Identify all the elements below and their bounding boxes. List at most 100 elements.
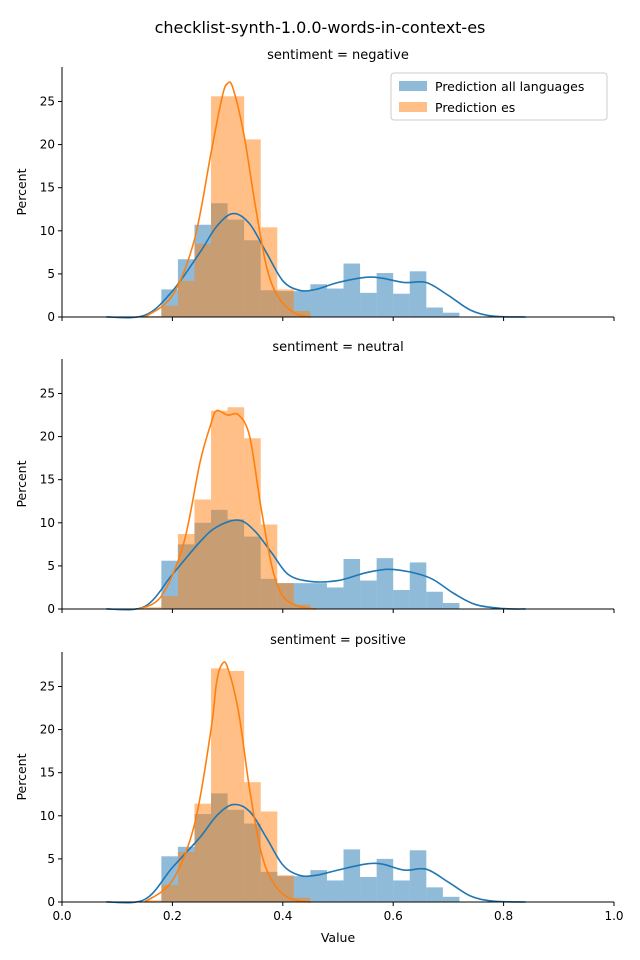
histogram-bar xyxy=(326,587,344,609)
y-tick-label: 15 xyxy=(40,766,55,780)
histogram-bar xyxy=(211,668,228,902)
histogram-bar xyxy=(260,524,278,609)
histogram-bar xyxy=(393,880,410,902)
panel-title: sentiment = negative xyxy=(267,48,409,63)
x-tick-label: 0.0 xyxy=(52,909,71,923)
histogram-bar xyxy=(343,263,361,317)
histogram-bar xyxy=(244,782,261,902)
histogram-bar xyxy=(360,580,377,609)
legend-swatch xyxy=(399,81,427,91)
y-axis-label: Percent xyxy=(14,753,29,800)
histogram-bar xyxy=(227,670,245,902)
y-tick-label: 5 xyxy=(47,852,55,866)
y-tick-label: 20 xyxy=(40,138,55,152)
panel-title: sentiment = positive xyxy=(270,633,406,648)
y-tick-label: 0 xyxy=(47,895,55,909)
y-tick-label: 5 xyxy=(47,559,55,573)
histogram-bar xyxy=(310,583,327,609)
panel-title: sentiment = neutral xyxy=(272,340,403,355)
kde-line xyxy=(138,409,317,610)
x-axis-label: Value xyxy=(321,930,356,945)
histogram-bar xyxy=(161,596,178,609)
y-tick-label: 25 xyxy=(40,679,55,693)
histogram-bar xyxy=(211,96,228,317)
x-tick-label: 0.2 xyxy=(163,909,182,923)
x-tick-label: 1.0 xyxy=(604,909,623,923)
histogram-bar xyxy=(177,534,195,609)
histogram-bar xyxy=(177,280,195,317)
y-tick-label: 15 xyxy=(40,473,55,487)
histogram-bar xyxy=(376,858,394,902)
histogram-bar xyxy=(442,312,460,317)
histogram-bar xyxy=(343,849,361,902)
histogram-bar xyxy=(326,880,344,902)
histogram-bar xyxy=(293,310,311,317)
histogram-bar xyxy=(293,291,311,317)
panels: sentiment = negative 0 5 10 15 20 25 Percent Pre… xyxy=(14,48,624,923)
legend-label: Prediction all languages xyxy=(435,79,584,94)
histogram-bar xyxy=(376,558,394,609)
histogram-bar xyxy=(277,875,294,902)
histogram-bar xyxy=(293,897,311,902)
histogram-bar xyxy=(293,583,311,609)
histogram-bar xyxy=(442,602,460,609)
histogram-bar xyxy=(426,591,443,609)
histogram-bar xyxy=(326,288,344,317)
histogram-bar xyxy=(376,273,394,317)
y-tick-label: 10 xyxy=(40,516,55,530)
histogram-bar xyxy=(161,305,178,317)
histogram-bar xyxy=(409,850,427,902)
kde-line xyxy=(106,519,526,611)
histogram-bar xyxy=(293,876,311,902)
histogram-bar xyxy=(194,803,212,902)
histogram-bar xyxy=(211,410,228,609)
y-tick-label: 15 xyxy=(40,181,55,195)
figure-title: checklist-synth-1.0.0-words-in-context-e… xyxy=(155,18,486,37)
histogram-bar xyxy=(426,887,443,902)
histogram-bar xyxy=(277,289,294,317)
histogram-bar xyxy=(227,407,245,609)
histogram-bar xyxy=(409,562,427,609)
x-tick-label: 0.8 xyxy=(494,909,513,923)
histogram-bar xyxy=(426,307,443,317)
kde-line xyxy=(106,212,526,319)
histogram-bar xyxy=(177,852,195,902)
y-tick-label: 20 xyxy=(40,430,55,444)
histogram-bar xyxy=(194,499,212,609)
histogram-bar xyxy=(144,607,162,609)
histogram-bar xyxy=(277,583,294,609)
histogram-bar xyxy=(442,896,460,902)
panel-2: sentiment = positive 0 5 10 15 20 25 0.0 0.2 0.4 0… xyxy=(14,633,624,923)
histogram-bar xyxy=(194,243,212,317)
histogram-bar xyxy=(360,292,377,317)
y-tick-label: 10 xyxy=(40,224,55,238)
panel-1: sentiment = neutral 0 5 10 15 20 25 Percent xyxy=(14,340,615,616)
histogram-bar xyxy=(310,870,327,902)
y-tick-label: 25 xyxy=(40,386,55,400)
legend-frame xyxy=(390,72,608,121)
histogram-bar xyxy=(310,284,327,317)
histogram-bar xyxy=(393,590,410,609)
x-tick-label: 0.4 xyxy=(273,909,292,923)
histogram-bar xyxy=(360,877,377,902)
y-tick-label: 25 xyxy=(40,94,55,108)
kde-line xyxy=(106,803,526,904)
y-tick-label: 20 xyxy=(40,723,55,737)
legend-label: Prediction es xyxy=(435,100,515,115)
panel-0: sentiment = negative 0 5 10 15 20 25 Percent Pre… xyxy=(14,48,615,324)
kde-line xyxy=(144,81,311,318)
histogram-bar xyxy=(409,271,427,317)
histogram-bar xyxy=(260,227,278,317)
histogram-bar xyxy=(343,559,361,609)
y-tick-label: 0 xyxy=(47,310,55,324)
y-tick-label: 10 xyxy=(40,809,55,823)
legend-swatch xyxy=(399,102,427,112)
y-tick-label: 0 xyxy=(47,602,55,616)
histogram-bar xyxy=(393,293,410,317)
histogram-bar xyxy=(161,884,178,902)
histogram-bar xyxy=(144,900,162,902)
x-tick-label: 0.6 xyxy=(384,909,403,923)
y-axis-label: Percent xyxy=(14,168,29,215)
legend: Prediction all languages Prediction es xyxy=(390,72,608,121)
